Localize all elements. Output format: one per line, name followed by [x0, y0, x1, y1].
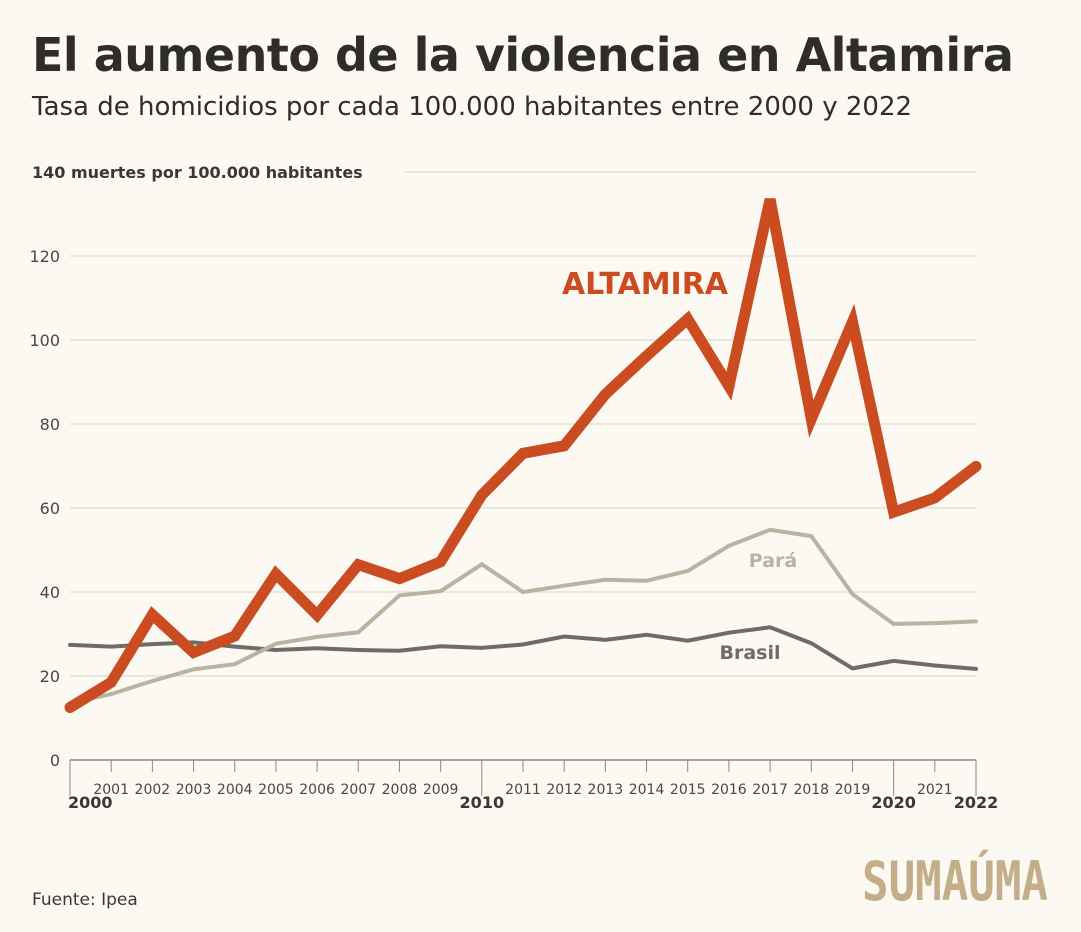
y-tick-label: 20 — [40, 667, 60, 686]
y-tick-label: 120 — [29, 247, 60, 266]
x-tick-label: 2013 — [588, 782, 624, 798]
x-tick-label: 2010 — [460, 793, 505, 812]
sumauma-logo: SUMAÚMA — [862, 850, 1048, 912]
svg-text:SUMAÚMA: SUMAÚMA — [862, 850, 1048, 912]
chart-title: El aumento de la violencia en Altamira — [32, 28, 1014, 82]
chart-subtitle: Tasa de homicidios por cada 100.000 habi… — [32, 92, 913, 122]
x-tick-label: 2022 — [954, 793, 999, 812]
x-tick-label: 2014 — [629, 782, 665, 798]
x-tick-label: 2012 — [546, 782, 582, 798]
x-tick-label: 2006 — [299, 782, 335, 798]
x-tick-label: 2007 — [340, 782, 376, 798]
x-tick-label: 2004 — [217, 782, 253, 798]
x-tick-label: 2002 — [135, 782, 171, 798]
x-tick-label: 2021 — [917, 782, 953, 798]
x-tick-label: 2018 — [793, 782, 829, 798]
x-tick-label: 2017 — [752, 782, 788, 798]
series-label: Pará — [749, 550, 797, 572]
x-tick-label: 2003 — [176, 782, 212, 798]
x-tick-label: 2016 — [711, 782, 747, 798]
series-line-altamira — [64, 198, 982, 713]
series-label: ALTAMIRA — [562, 267, 729, 302]
y-tick-label: 40 — [40, 583, 60, 602]
x-tick-label: 2015 — [670, 782, 706, 798]
y-tick-label: 0 — [50, 751, 60, 770]
x-tick-label: 2020 — [871, 793, 916, 812]
x-tick-label: 2000 — [68, 793, 113, 812]
source-note: Fuente: Ipea — [32, 890, 138, 910]
series-line-par — [68, 527, 978, 706]
y-tick-label: 60 — [40, 499, 60, 518]
x-tick-label: 2008 — [382, 782, 418, 798]
x-tick-label: 2001 — [93, 782, 129, 798]
x-tick-label: 2009 — [423, 782, 459, 798]
series-label: Brasil — [719, 642, 780, 664]
y-tick-label: 100 — [29, 331, 60, 350]
y-tick-label: 80 — [40, 415, 60, 434]
y-axis-label: 140 muertes por 100.000 habitantes — [32, 163, 363, 182]
x-tick-label: 2011 — [505, 782, 541, 798]
x-tick-label: 2019 — [835, 782, 871, 798]
x-tick-label: 2005 — [258, 782, 294, 798]
